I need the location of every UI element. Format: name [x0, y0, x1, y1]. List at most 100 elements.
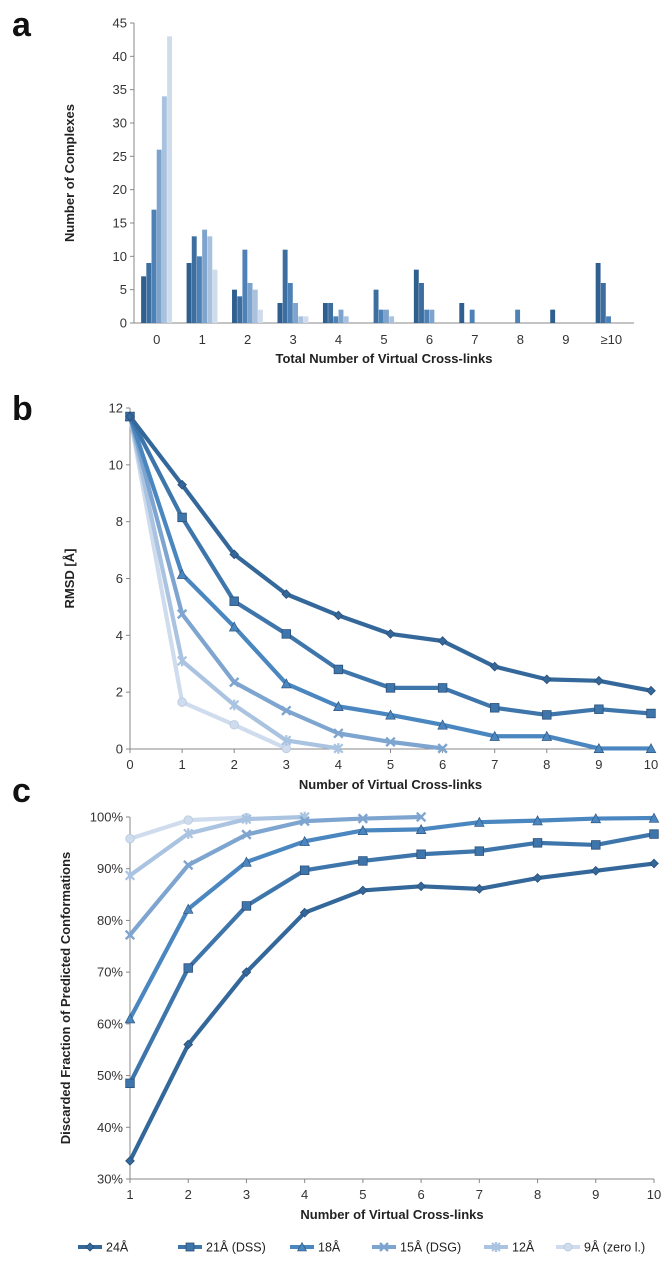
data-point-c [125, 834, 135, 844]
data-point-b [541, 730, 553, 741]
x-tick-label-b: 8 [543, 757, 550, 772]
x-tick-label-c: 3 [243, 1187, 250, 1202]
y-tick-label-a: 20 [113, 182, 127, 197]
y-tick-label-c: 80% [97, 913, 123, 928]
data-point-c [241, 967, 252, 978]
data-point-b [229, 677, 240, 688]
y-tick-label-a: 45 [113, 16, 127, 31]
legend-label: 12Å [512, 1240, 535, 1255]
data-point-b [177, 479, 187, 490]
bar [146, 263, 152, 323]
data-point-b [281, 735, 292, 746]
data-point-b [177, 655, 188, 667]
data-point-b [177, 512, 187, 523]
data-point-c [474, 884, 485, 894]
legend-label: 18Å [318, 1240, 341, 1255]
bar [595, 263, 601, 323]
data-point-c [532, 815, 543, 826]
x-axis-title-b: Number of Virtual Cross-links [299, 777, 482, 792]
data-point-b [541, 674, 552, 685]
data-point-c [416, 849, 426, 859]
bar [343, 316, 349, 323]
x-tick-label-b: 3 [283, 757, 290, 772]
x-tick-label-a: 8 [517, 332, 524, 347]
bar [413, 269, 419, 323]
x-tick-label-a: 0 [153, 332, 160, 347]
bar [247, 283, 253, 323]
x-tick-label-b: 4 [335, 757, 342, 772]
y-tick-label-b: 4 [116, 628, 123, 643]
bar [384, 309, 389, 323]
data-point-b [594, 704, 604, 714]
data-point-c [591, 840, 601, 850]
bar [212, 269, 218, 323]
x-tick-label-c: 10 [647, 1187, 661, 1202]
x-tick-label-b: 6 [439, 757, 446, 772]
bar [191, 236, 197, 323]
data-point-b [229, 699, 240, 711]
data-point-b [333, 728, 344, 739]
data-point-b [489, 703, 500, 713]
data-point-b [437, 683, 448, 693]
data-point-b [385, 736, 396, 748]
data-point-b [333, 700, 344, 711]
x-tick-label-a: 7 [471, 332, 478, 347]
bar [242, 249, 248, 323]
bar [459, 303, 465, 323]
panel-letter-a: a [12, 6, 32, 44]
legend-marker [297, 1241, 307, 1252]
x-tick-label-b: 0 [126, 757, 133, 772]
bar [333, 316, 339, 323]
x-tick-label-a: 5 [380, 332, 387, 347]
bar [258, 309, 263, 323]
x-tick-label-c: 9 [592, 1187, 599, 1202]
series-line-b [127, 414, 654, 751]
data-point-c [358, 885, 368, 896]
bar [550, 309, 556, 323]
series-line-b [127, 414, 445, 751]
legend-marker [85, 1242, 95, 1252]
data-point-b [542, 710, 552, 720]
data-point-c [124, 929, 136, 941]
y-tick-label-a: 0 [120, 316, 127, 331]
bar [151, 209, 157, 323]
x-tick-label-a: 3 [289, 332, 296, 347]
bar [469, 309, 475, 323]
data-point-c [241, 901, 252, 911]
bar [282, 249, 288, 323]
bar [252, 289, 258, 323]
bar [186, 263, 192, 323]
data-point-c [590, 865, 601, 876]
y-tick-label-b: 12 [109, 401, 123, 416]
data-point-b [437, 743, 448, 754]
legend-label: 24Å [106, 1240, 129, 1255]
data-point-c [415, 811, 427, 823]
chart-legend: 24Å 21Å (DSS) 18Å 15Å (DSG) 12Å 9Å (zero l.) [78, 1240, 645, 1255]
bar [161, 96, 167, 323]
data-point-c [241, 813, 252, 825]
y-tick-label-a: 35 [113, 82, 127, 97]
data-point-b [333, 610, 344, 621]
x-tick-label-c: 8 [534, 1187, 541, 1202]
bar [298, 316, 304, 323]
data-point-c [182, 903, 194, 914]
bar [287, 283, 293, 323]
x-tick-label-c: 5 [359, 1187, 366, 1202]
data-point-c [183, 1039, 194, 1050]
data-point-c [124, 870, 136, 881]
legend-marker [185, 1242, 195, 1252]
data-point-b [646, 708, 656, 719]
bar [429, 309, 435, 323]
data-point-b [437, 636, 448, 646]
bar [373, 289, 379, 323]
x-tick-label-b: 9 [595, 757, 602, 772]
data-point-c [474, 816, 485, 827]
series-line-c [127, 831, 657, 1086]
series-line-b [127, 414, 654, 718]
y-tick-label-a: 25 [113, 149, 127, 164]
data-point-c [474, 846, 485, 856]
data-point-b [281, 629, 292, 639]
